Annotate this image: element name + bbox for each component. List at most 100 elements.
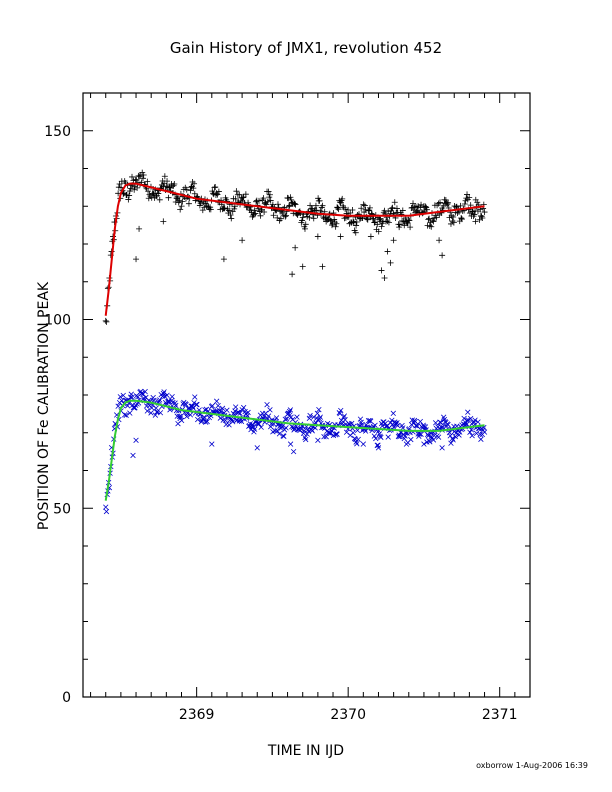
data-point	[261, 413, 267, 420]
data-point	[189, 403, 196, 409]
data-point	[286, 408, 293, 415]
data-point	[185, 200, 192, 207]
data-point	[433, 214, 440, 221]
data-point	[251, 426, 258, 432]
data-point	[352, 229, 359, 236]
data-point	[389, 204, 396, 211]
data-point	[130, 452, 136, 459]
data-point	[408, 436, 414, 443]
data-point	[157, 397, 163, 403]
data-point	[236, 191, 243, 198]
data-point	[261, 209, 268, 216]
data-point	[333, 220, 340, 227]
data-point	[125, 196, 132, 203]
data-point	[103, 318, 110, 325]
data-point	[384, 248, 391, 255]
x-tick-label: 2370	[330, 707, 366, 723]
data-point	[139, 175, 146, 182]
data-point	[145, 188, 152, 195]
data-point	[315, 195, 322, 202]
data-point	[421, 441, 427, 447]
data-point	[202, 200, 209, 207]
data-point	[179, 198, 186, 205]
data-point	[140, 171, 147, 178]
data-point	[449, 218, 456, 225]
data-point	[265, 188, 272, 195]
data-point	[313, 207, 320, 214]
data-point	[425, 216, 432, 223]
data-point	[315, 437, 321, 443]
data-point	[357, 416, 364, 422]
data-point	[285, 203, 292, 210]
data-point	[481, 429, 488, 435]
data-point	[395, 422, 401, 429]
data-point	[282, 213, 289, 220]
data-point	[406, 217, 413, 224]
data-point	[350, 218, 357, 225]
data-point	[252, 210, 259, 217]
data-point	[213, 398, 220, 404]
data-point	[353, 219, 360, 226]
data-point	[448, 212, 455, 219]
data-point	[339, 202, 346, 209]
data-point	[229, 208, 236, 215]
data-point	[472, 218, 479, 225]
data-point	[269, 201, 276, 208]
data-point	[378, 223, 385, 230]
data-point	[396, 224, 403, 231]
data-point	[231, 205, 238, 212]
data-point	[314, 410, 321, 417]
data-point	[133, 256, 140, 263]
data-point	[464, 417, 470, 424]
data-point	[310, 215, 317, 222]
data-point	[126, 188, 133, 195]
data-point	[282, 416, 288, 422]
data-point	[123, 412, 129, 418]
data-point	[465, 409, 471, 415]
data-point	[474, 199, 481, 206]
data-point	[156, 196, 163, 203]
data-point	[306, 214, 313, 221]
data-point	[417, 418, 423, 425]
y-axis-label: POSITION OF Fe CALIBRATION PEAK	[36, 281, 52, 530]
data-point	[250, 211, 257, 218]
data-point	[200, 416, 207, 422]
data-point	[422, 203, 429, 210]
data-point	[288, 414, 294, 420]
data-point	[338, 407, 344, 414]
data-point	[365, 207, 372, 214]
data-point	[192, 394, 198, 400]
data-point	[428, 223, 435, 230]
data-point	[323, 434, 329, 440]
data-point	[399, 217, 406, 224]
data-point	[103, 508, 110, 515]
data-point	[405, 216, 412, 223]
plot-frame	[82, 92, 531, 698]
data-point	[321, 434, 327, 440]
data-point	[446, 429, 453, 436]
data-point	[171, 181, 178, 188]
data-point	[103, 504, 109, 510]
data-point	[450, 219, 457, 226]
data-point	[412, 418, 418, 425]
data-point	[102, 317, 109, 324]
data-point	[215, 188, 222, 195]
data-point	[203, 419, 209, 425]
data-point	[178, 417, 185, 424]
data-point	[364, 216, 371, 223]
data-point	[303, 436, 309, 443]
data-point	[291, 200, 298, 207]
data-point	[397, 433, 403, 440]
data-point	[449, 435, 456, 442]
data-point	[399, 207, 406, 214]
data-point	[129, 394, 135, 401]
data-point	[418, 201, 425, 208]
data-point	[395, 433, 402, 440]
data-point	[454, 210, 461, 217]
data-point	[391, 199, 398, 206]
data-point	[461, 415, 467, 422]
data-point	[428, 433, 434, 440]
data-point	[115, 403, 121, 409]
data-point	[156, 398, 162, 405]
